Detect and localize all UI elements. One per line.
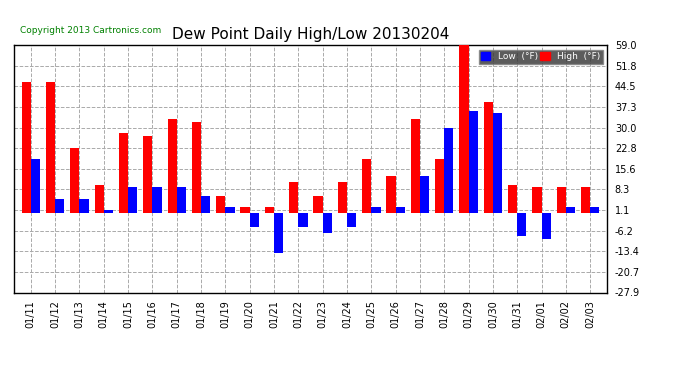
Bar <box>144 136 152 213</box>
Bar <box>250 213 259 227</box>
Bar <box>313 196 323 213</box>
Bar <box>289 182 298 213</box>
Bar <box>362 159 371 213</box>
Bar <box>104 210 113 213</box>
Bar <box>79 199 89 213</box>
Bar <box>298 213 308 227</box>
Bar <box>201 196 210 213</box>
Bar <box>484 102 493 213</box>
Bar <box>216 196 226 213</box>
Bar <box>411 119 420 213</box>
Bar <box>95 184 103 213</box>
Bar <box>435 159 444 213</box>
Bar <box>265 207 274 213</box>
Bar <box>420 176 429 213</box>
Bar <box>386 176 395 213</box>
Bar <box>460 42 469 213</box>
Bar <box>590 207 600 213</box>
Bar <box>119 133 128 213</box>
Bar <box>152 188 161 213</box>
Bar <box>469 111 477 213</box>
Bar <box>177 188 186 213</box>
Bar <box>444 128 453 213</box>
Bar <box>337 182 347 213</box>
Bar <box>395 207 405 213</box>
Bar <box>226 207 235 213</box>
Bar <box>518 213 526 236</box>
Bar <box>542 213 551 238</box>
Bar <box>240 207 250 213</box>
Bar <box>581 188 590 213</box>
Bar <box>557 188 566 213</box>
Bar <box>70 147 79 213</box>
Bar <box>347 213 356 227</box>
Legend: Low  (°F), High  (°F): Low (°F), High (°F) <box>479 50 602 64</box>
Bar <box>508 184 518 213</box>
Bar <box>493 113 502 213</box>
Bar <box>371 207 381 213</box>
Bar <box>192 122 201 213</box>
Bar <box>46 82 55 213</box>
Bar <box>31 159 40 213</box>
Bar <box>323 213 332 233</box>
Bar <box>128 188 137 213</box>
Text: Copyright 2013 Cartronics.com: Copyright 2013 Cartronics.com <box>20 26 161 35</box>
Bar <box>532 188 542 213</box>
Bar <box>168 119 177 213</box>
Bar <box>566 207 575 213</box>
Bar <box>274 213 284 253</box>
Title: Dew Point Daily High/Low 20130204: Dew Point Daily High/Low 20130204 <box>172 27 449 42</box>
Bar <box>55 199 64 213</box>
Bar <box>21 82 31 213</box>
